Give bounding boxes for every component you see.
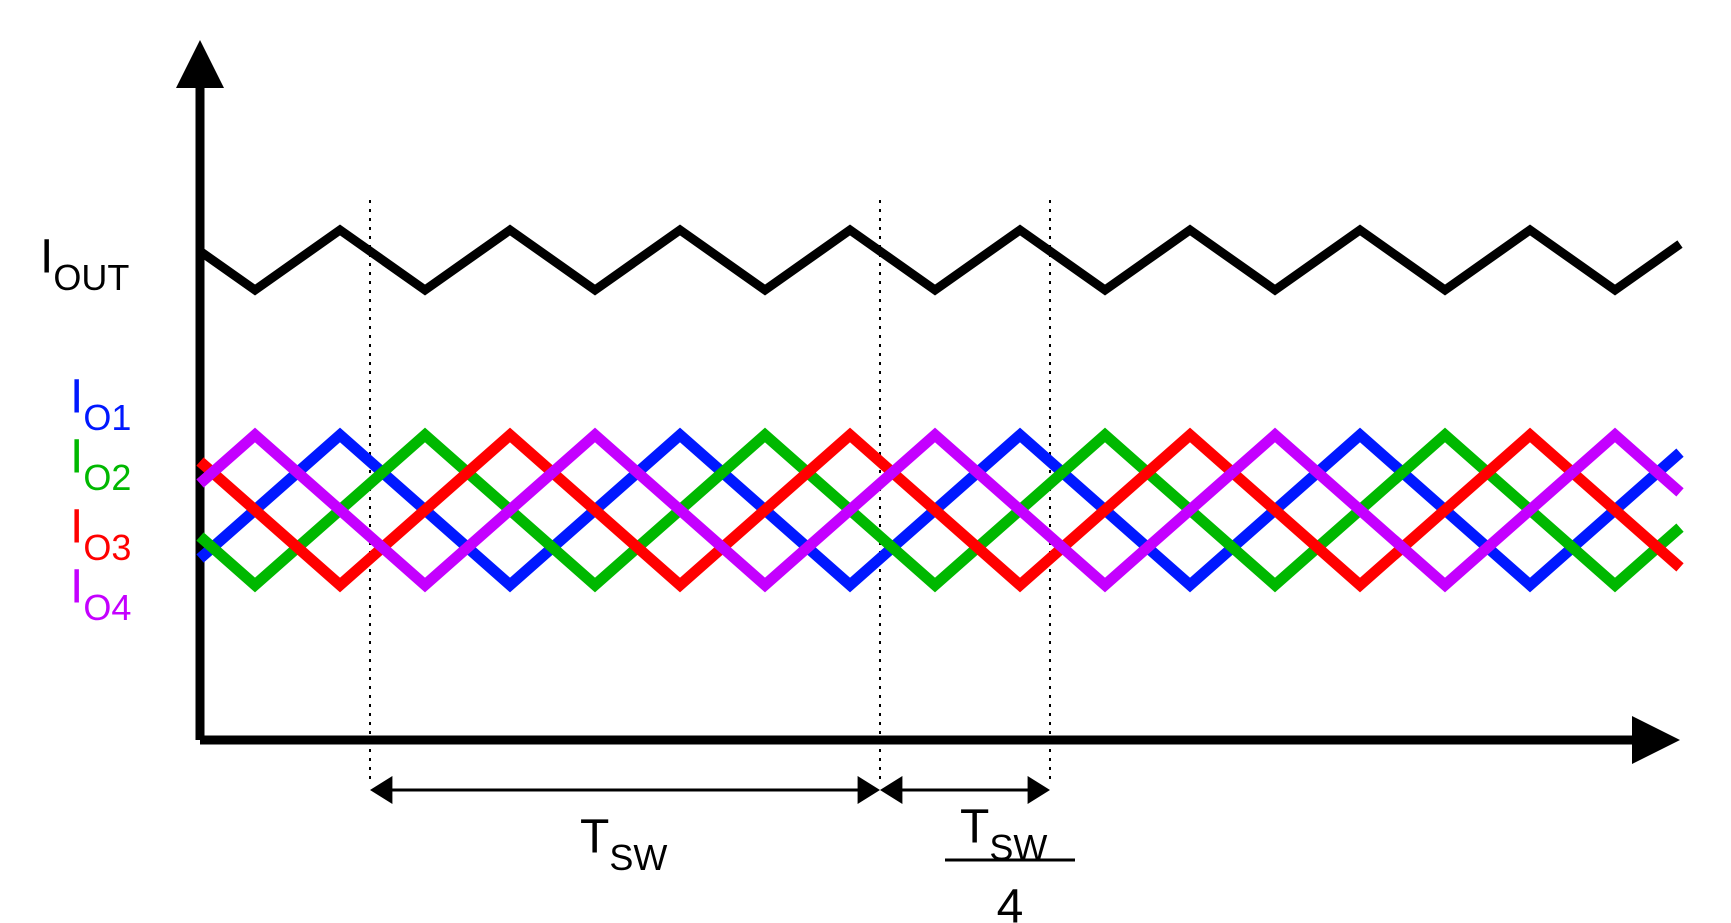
label-tsw4-denom: 4 — [997, 881, 1024, 923]
label-iout-sub: OUT — [53, 257, 129, 298]
dim-arrow-left-0 — [370, 776, 392, 804]
label-io3-sub: O3 — [83, 527, 131, 568]
label-io1-sub: O1 — [83, 397, 131, 438]
dim-arrow-right-0 — [858, 776, 880, 804]
dim-arrow-right-1 — [1028, 776, 1050, 804]
label-iout: IOUT — [40, 231, 129, 298]
label-tsw-sub: SW — [609, 837, 667, 878]
x-axis-arrow — [1632, 716, 1680, 764]
label-io4: IO4 — [70, 561, 131, 628]
label-io4-sub: O4 — [83, 587, 131, 628]
label-io3: IO3 — [70, 501, 131, 568]
label-tsw: TSW — [580, 811, 667, 878]
wave-iout — [200, 230, 1680, 290]
label-tsw4-sub: SW — [989, 827, 1047, 868]
wave-io3 — [200, 435, 1680, 585]
label-io1: IO1 — [70, 371, 131, 438]
label-tsw4: TSW — [960, 801, 1047, 868]
dim-arrow-left-1 — [880, 776, 902, 804]
y-axis-arrow — [176, 40, 224, 88]
label-io2-sub: O2 — [83, 457, 131, 498]
label-io2: IO2 — [70, 431, 131, 498]
